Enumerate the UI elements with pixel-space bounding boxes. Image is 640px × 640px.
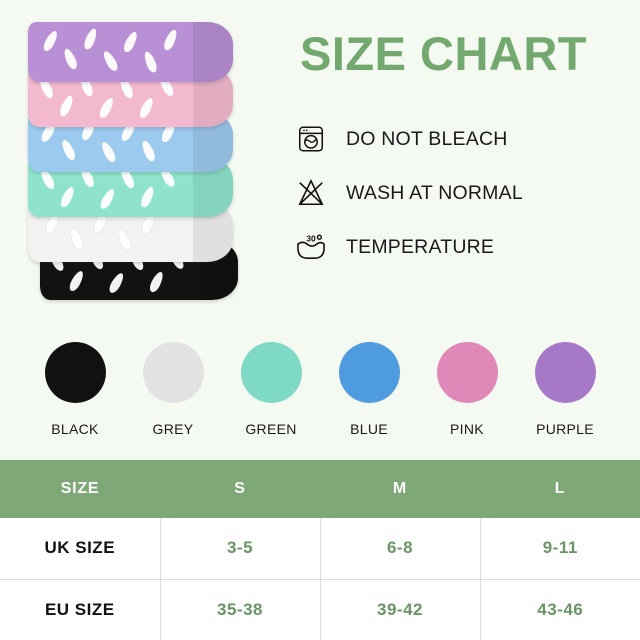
care-instruction-label: WASH AT NORMAL	[346, 181, 523, 204]
care-instruction-label: TEMPERATURE	[346, 235, 495, 258]
color-dot	[142, 342, 204, 403]
table-header-row: SIZE S M L	[0, 460, 640, 518]
size-table-body: UK SIZE 3-5 6-8 9-11 EU SIZE 35-38 39-42…	[0, 518, 640, 640]
care-instructions-list: DO NOT BLEACH WASH AT NORMAL	[288, 112, 618, 274]
color-label: BLUE	[350, 421, 388, 437]
column-header-small: S	[160, 460, 320, 518]
size-table: SIZE S M L UK SIZE 3-5 6-8 9-11 EU SIZE …	[0, 460, 640, 640]
care-instruction-label: DO NOT BLEACH	[346, 127, 508, 150]
cell-uk-m: 6-8	[320, 518, 481, 580]
header-section: SIZE CHART DO NOT BLEACH	[28, 22, 618, 300]
size-table-header: SIZE S M L	[0, 460, 640, 518]
color-label: GREEN	[245, 421, 297, 437]
color-swatch-row: BLACK GREY GREEN BLUE PINK PURPLE	[0, 330, 640, 437]
color-label: BLACK	[51, 421, 99, 437]
care-instruction-row: 30 TEMPERATURE	[288, 220, 618, 274]
column-header-medium: M	[320, 460, 480, 518]
care-instruction-row: DO NOT BLEACH	[288, 112, 618, 166]
column-header-large: L	[480, 460, 640, 518]
title-block: SIZE CHART	[300, 30, 616, 77]
color-label: PINK	[450, 421, 484, 437]
cell-eu-l: 43-46	[480, 579, 640, 640]
color-swatch-green[interactable]: GREEN	[222, 330, 320, 437]
color-label: PURPLE	[536, 421, 594, 437]
color-label: GREY	[152, 421, 194, 437]
color-swatch-purple[interactable]: PURPLE	[516, 330, 614, 437]
column-header-size: SIZE	[0, 460, 160, 518]
row-label-uk-size: UK SIZE	[0, 518, 161, 580]
table-row: EU SIZE 35-38 39-42 43-46	[0, 579, 640, 640]
sock-cuff	[193, 22, 233, 82]
wash-tub-30-degrees-icon: 30	[288, 227, 334, 267]
color-dot	[534, 342, 596, 403]
color-swatch-blue[interactable]: BLUE	[320, 330, 418, 437]
cell-eu-m: 39-42	[320, 579, 481, 640]
svg-text:30: 30	[306, 233, 316, 243]
cell-uk-s: 3-5	[160, 518, 321, 580]
color-swatches-section: BLACK GREY GREEN BLUE PINK PURPLE	[0, 330, 640, 450]
color-dot	[44, 342, 106, 403]
page-title: SIZE CHART	[300, 27, 587, 80]
care-instruction-row: WASH AT NORMAL	[288, 166, 618, 220]
color-dot	[240, 342, 302, 403]
do-not-bleach-triangle-icon	[288, 173, 334, 213]
color-swatch-pink[interactable]: PINK	[418, 330, 516, 437]
table-row: UK SIZE 3-5 6-8 9-11	[0, 518, 640, 580]
cell-eu-s: 35-38	[160, 579, 321, 640]
washing-machine-icon	[288, 119, 334, 159]
color-dot	[436, 342, 498, 403]
row-label-eu-size: EU SIZE	[0, 579, 161, 640]
product-image	[28, 22, 256, 300]
color-swatch-black[interactable]: BLACK	[26, 330, 124, 437]
cell-uk-l: 9-11	[480, 518, 640, 580]
sock-layer-purple	[28, 22, 233, 82]
color-dot	[338, 342, 400, 403]
color-swatch-grey[interactable]: GREY	[124, 330, 222, 437]
